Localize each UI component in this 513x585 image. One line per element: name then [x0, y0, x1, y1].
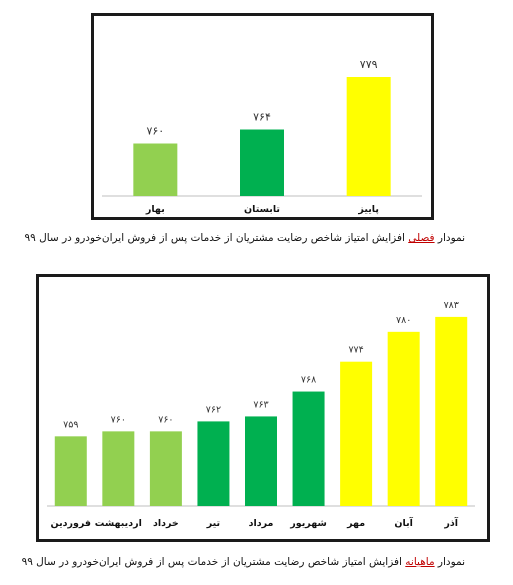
caption-prefix: نمودار	[434, 232, 465, 244]
monthly-bar-chart: ۷۵۹ فروردین ۷۶۰ اردیبهشت ۷۶۰ خرداد ۷۶۲ تیر ۷۶۳ مر…	[47, 300, 475, 529]
bar-value-label: ۷۷۹	[360, 58, 378, 71]
bar	[245, 416, 277, 506]
caption-text: افزایش امتیاز شاخص رضایت مشتریان از خدما…	[24, 232, 409, 244]
bar	[133, 143, 178, 196]
bar-value-label: ۷۷۴	[348, 345, 363, 356]
category-tick-label: پاییز	[357, 204, 379, 215]
category-tick-label: مرداد	[249, 518, 274, 529]
seasonal-bar-chart: ۷۶۰ بهار ۷۶۴ تابستان ۷۷۹ پاییز	[102, 58, 422, 215]
category-tick-label: مهر	[346, 518, 365, 529]
bar-value-label: ۷۵۹	[63, 419, 78, 430]
bar	[149, 431, 182, 506]
bar	[54, 436, 87, 506]
caption-highlight: ماهیانه	[405, 556, 435, 568]
caption-highlight: فصلی	[408, 232, 435, 244]
bar	[346, 77, 391, 196]
category-tick-label: بهار	[145, 204, 165, 215]
bar-value-label: ۷۶۳	[253, 399, 268, 410]
bar-value-label: ۷۶۲	[206, 404, 221, 415]
category-tick-label: خرداد	[153, 518, 179, 529]
bar-value-label: ۷۶۰	[146, 125, 164, 138]
monthly-chart-frame: ۷۵۹ فروردین ۷۶۰ اردیبهشت ۷۶۰ خرداد ۷۶۲ تیر ۷۶۳ مر…	[36, 274, 490, 542]
category-tick-label: تابستان	[244, 204, 280, 215]
bar	[240, 129, 284, 196]
monthly-chart-caption: نمودار ماهیانه افزایش امتیاز شاخص رضایت …	[22, 556, 465, 568]
caption-prefix: نمودار	[434, 556, 465, 568]
bar-value-label: ۷۶۰	[158, 414, 173, 425]
bar	[387, 331, 420, 506]
seasonal-chart-frame: ۷۶۰ بهار ۷۶۴ تابستان ۷۷۹ پاییز	[91, 13, 434, 220]
caption-text: افزایش امتیاز شاخص رضایت مشتریان از خدما…	[21, 556, 406, 568]
bar-value-label: ۷۶۸	[301, 375, 316, 386]
category-tick-label: شهریور	[289, 518, 327, 529]
bar-value-label: ۷۶۴	[253, 111, 271, 124]
category-tick-label: آذر	[443, 516, 458, 529]
category-tick-label: اردیبهشت	[95, 518, 142, 529]
category-tick-label: آبان	[394, 516, 413, 529]
bar-value-label: ۷۶۰	[111, 414, 126, 425]
bar	[197, 421, 230, 506]
bar-value-label: ۷۸۳	[444, 300, 459, 311]
seasonal-chart-caption: نمودار فصلی افزایش امتیاز شاخص رضایت مشت…	[24, 232, 465, 244]
category-tick-label: تیر	[206, 518, 220, 529]
bar	[340, 361, 373, 506]
bar	[292, 391, 325, 506]
category-tick-label: فروردین	[51, 518, 92, 529]
bar	[435, 316, 468, 506]
bar	[102, 431, 135, 506]
bar-value-label: ۷۸۰	[396, 315, 411, 326]
